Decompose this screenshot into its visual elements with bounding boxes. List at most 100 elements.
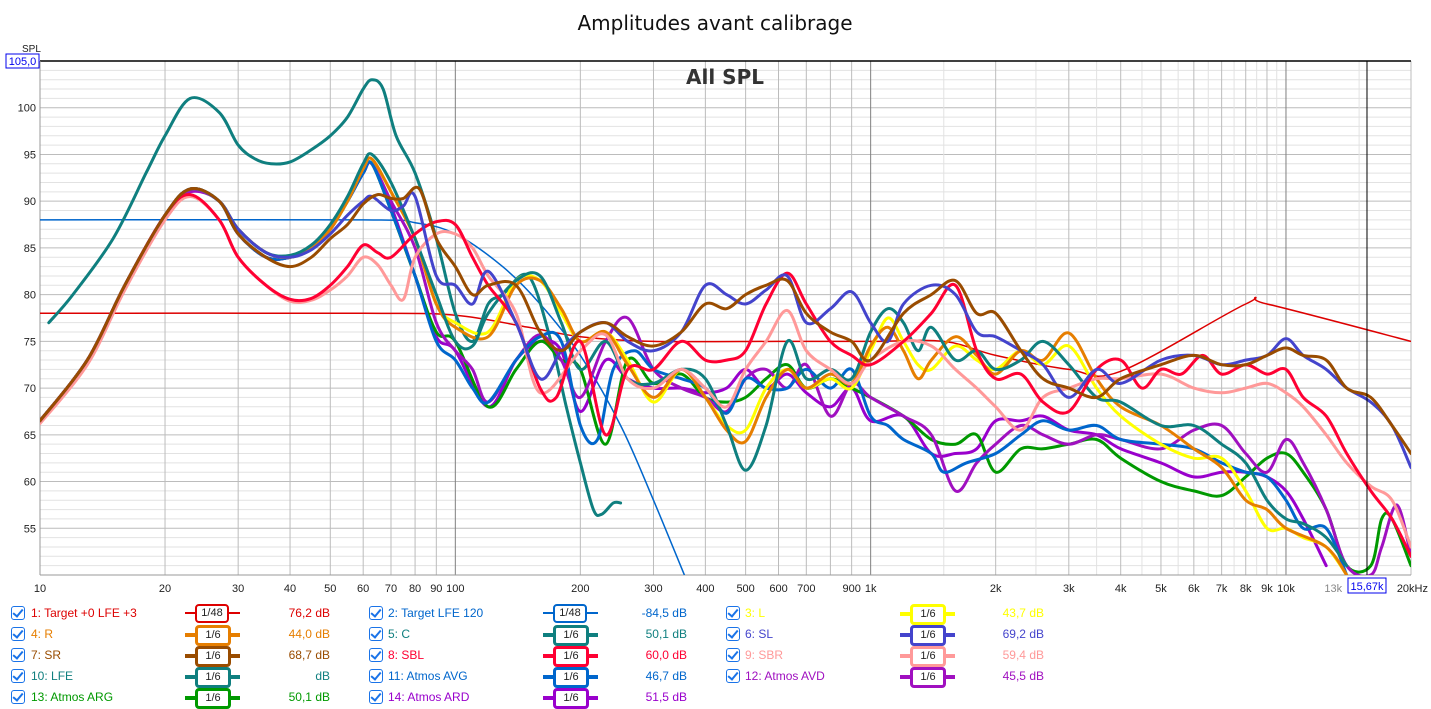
- series-line-sbl: [40, 193, 1411, 558]
- legend-checkbox[interactable]: [369, 669, 383, 683]
- y-tick-label: 55: [24, 523, 36, 535]
- smoothing-label: 1/6: [205, 671, 221, 683]
- x-tick-label: 20kHz: [1397, 583, 1428, 595]
- smoothing-label: 1/6: [920, 650, 936, 662]
- smoothing-badge[interactable]: 1/6: [553, 646, 589, 667]
- x-tick-label: 5k: [1155, 583, 1167, 595]
- smoothing-badge[interactable]: 1/6: [195, 625, 231, 646]
- x-tick-label: 100: [446, 583, 464, 595]
- smoothing-label: 1/6: [920, 671, 936, 683]
- legend-value: 43,7 dB: [1002, 606, 1044, 620]
- legend-item: 13: Atmos ARG 1/6 50,1 dB: [0, 687, 1100, 709]
- x-tick-label: 500: [736, 583, 754, 595]
- smoothing-badge[interactable]: 1/6: [553, 688, 589, 709]
- legend-value: 44,0 dB: [288, 627, 330, 641]
- smoothing-label: 1/6: [205, 650, 221, 662]
- legend-label[interactable]: 9: SBR: [745, 648, 784, 662]
- legend-label[interactable]: 5: C: [388, 627, 411, 641]
- legend-checkbox[interactable]: [11, 627, 25, 641]
- smoothing-badge[interactable]: 1/6: [910, 625, 946, 646]
- legend-label[interactable]: 11: Atmos AVG: [388, 669, 468, 683]
- smoothing-badge[interactable]: 1/48: [553, 604, 587, 623]
- legend-item: 6: SL 1/6 69,2 dB: [0, 624, 1100, 646]
- series-line-atmos-arg: [40, 160, 1411, 574]
- legend-label[interactable]: 14: Atmos ARD: [388, 690, 470, 704]
- y-tick-label: 95: [24, 149, 36, 161]
- legend-item: 1: Target +0 LFE +3 1/48 76,2 dB: [0, 603, 1100, 623]
- series-group: [40, 78, 1411, 575]
- smoothing-label: 1/6: [563, 629, 579, 641]
- legend-label[interactable]: 12: Atmos AVD: [745, 669, 825, 683]
- smoothing-badge[interactable]: 1/6: [910, 646, 946, 667]
- legend-label[interactable]: 1: Target +0 LFE +3: [31, 606, 137, 620]
- y-axis-label: SPL: [22, 44, 41, 55]
- x-tick-label: 400: [696, 583, 714, 595]
- legend-item: 3: L 1/6 43,7 dB: [0, 603, 1100, 625]
- smoothing-label: 1/6: [563, 650, 579, 662]
- smoothing-badge[interactable]: 1/6: [910, 604, 946, 625]
- smoothing-label: 1/48: [201, 607, 223, 619]
- smoothing-badge[interactable]: 1/6: [195, 646, 231, 667]
- legend-checkbox[interactable]: [369, 606, 383, 620]
- legend-checkbox[interactable]: [11, 669, 25, 683]
- legend-label[interactable]: 2: Target LFE 120: [388, 606, 484, 620]
- y-axis-ticks: 55 60 65 70 75 80 85 90 95 100: [18, 103, 36, 536]
- x-tick-label: 6k: [1188, 583, 1200, 595]
- legend-checkbox[interactable]: [369, 627, 383, 641]
- smoothing-label: 1/6: [920, 608, 936, 620]
- smoothing-label: 1/6: [205, 692, 221, 704]
- y-tick-label: 90: [24, 196, 36, 208]
- smoothing-badge[interactable]: 1/6: [553, 625, 589, 646]
- legend-checkbox[interactable]: [369, 690, 383, 704]
- x-tick-label: 900: [842, 583, 860, 595]
- y-tick-label: 60: [24, 477, 36, 489]
- series-line-lfe: [47, 78, 623, 518]
- legend-item: 2: Target LFE 120 1/48 -84,5 dB: [0, 603, 1100, 623]
- x-tick-label: 70: [385, 583, 397, 595]
- series-line-c: [40, 152, 1349, 568]
- x-tick-label: 80: [409, 583, 421, 595]
- legend-item: 8: SBL 1/6 60,0 dB: [0, 645, 1100, 667]
- x-tick-label: 30: [232, 583, 244, 595]
- legend-item: 9: SBR 1/6 59,4 dB: [0, 645, 1100, 667]
- chart-title: Amplitudes avant calibrage: [577, 11, 852, 35]
- legend-checkbox[interactable]: [726, 648, 740, 662]
- x-tick-label: 9k: [1261, 583, 1273, 595]
- y-tick-label: 85: [24, 243, 36, 255]
- x-tick-label: 8k: [1240, 583, 1252, 595]
- legend-checkbox[interactable]: [369, 648, 383, 662]
- smoothing-label: 1/48: [559, 607, 581, 619]
- legend-checkbox[interactable]: [11, 606, 25, 620]
- x-tick-label: 50: [324, 583, 336, 595]
- smoothing-badge[interactable]: 1/6: [910, 667, 946, 688]
- legend-checkbox[interactable]: [726, 606, 740, 620]
- x-tick-label: 60: [357, 583, 369, 595]
- legend-label[interactable]: 3: L: [745, 606, 766, 620]
- smoothing-badge[interactable]: 1/6: [195, 667, 231, 688]
- legend-checkbox[interactable]: [726, 627, 740, 641]
- smoothing-badge[interactable]: 1/6: [195, 688, 231, 709]
- legend-value: dB: [315, 669, 330, 683]
- chart-subtitle: All SPL: [686, 65, 764, 89]
- smoothing-badge[interactable]: 1/48: [195, 604, 229, 623]
- legend-checkbox[interactable]: [11, 690, 25, 704]
- cursor-readout-box: [1347, 577, 1387, 594]
- x-tick-label: 7k: [1216, 583, 1228, 595]
- legend-value: 46,7 dB: [645, 669, 687, 683]
- legend-item: 7: SR 1/6 68,7 dB: [0, 645, 1100, 667]
- legend-item: 14: Atmos ARD 1/6 51,5 dB: [0, 687, 1100, 709]
- grid: [39, 60, 1412, 576]
- legend-label[interactable]: 4: R: [31, 627, 54, 641]
- legend-label[interactable]: 8: SBL: [388, 648, 425, 662]
- legend-value: 50,1 dB: [288, 690, 330, 704]
- legend-checkbox[interactable]: [726, 669, 740, 683]
- y-tick-label: 65: [24, 430, 36, 442]
- legend-label[interactable]: 13: Atmos ARG: [31, 690, 114, 704]
- smoothing-badge[interactable]: 1/6: [553, 667, 589, 688]
- legend-label[interactable]: 7: SR: [31, 648, 62, 662]
- x-tick-label: 700: [797, 583, 815, 595]
- legend-checkbox[interactable]: [11, 648, 25, 662]
- legend-label[interactable]: 10: LFE: [31, 669, 74, 683]
- legend-label[interactable]: 6: SL: [745, 627, 774, 641]
- x-tick-label: 1k: [865, 583, 877, 595]
